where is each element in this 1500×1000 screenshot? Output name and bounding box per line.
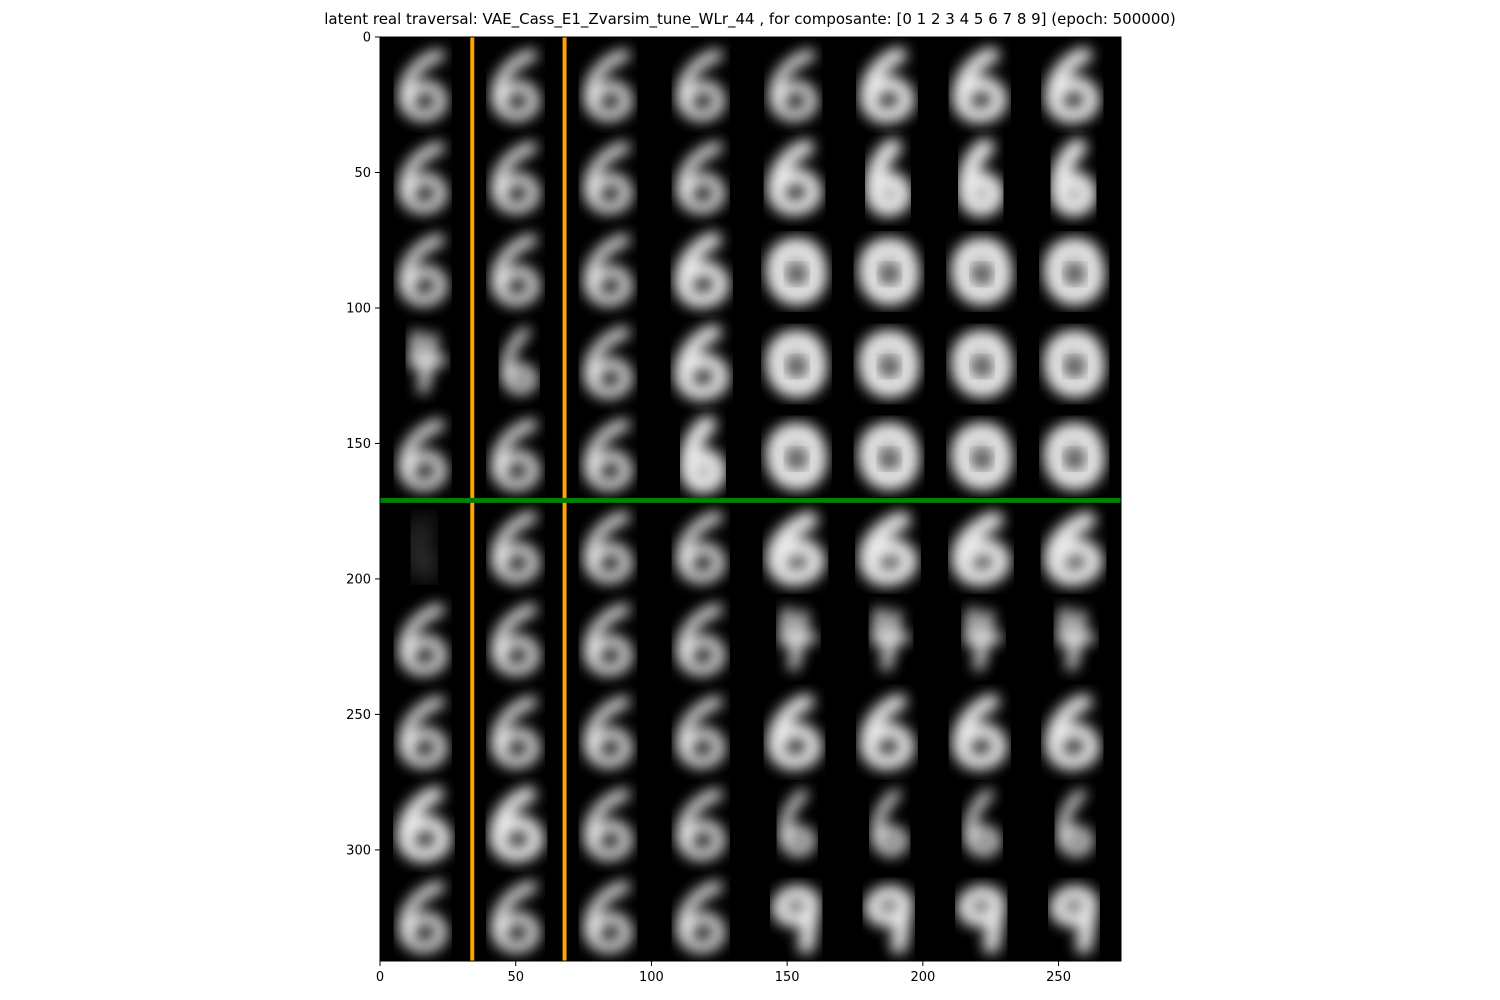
digit-cell [867, 431, 911, 481]
digit-cell [867, 339, 911, 389]
digit-cell [774, 431, 818, 481]
x-tick-label: 0 [376, 970, 384, 985]
digit-cell [774, 246, 818, 296]
digit-cell [868, 520, 909, 577]
digit-cell [960, 246, 1004, 296]
y-axis: 0 50 100 150 200 250 300 [346, 31, 380, 859]
x-tick-label: 100 [639, 970, 664, 985]
y-tick-label: 150 [346, 437, 371, 452]
digit-cell [960, 339, 1004, 389]
x-tick-label: 200 [910, 970, 935, 985]
digit-cell [1052, 431, 1096, 481]
y-tick-label: 0 [363, 31, 371, 46]
digit-cell [1053, 520, 1094, 577]
digit-cell [960, 431, 1004, 481]
x-tick-label: 250 [1046, 970, 1071, 985]
x-axis: 0 50 100 150 200 250 [376, 961, 1071, 985]
digit-cell [1052, 246, 1096, 296]
y-tick-label: 50 [354, 166, 371, 181]
y-tick-label: 100 [346, 301, 371, 316]
digit-cell [1052, 339, 1096, 389]
x-tick-label: 50 [507, 970, 524, 985]
digit-cell [867, 246, 911, 296]
digit-cell [960, 520, 1001, 577]
digit-cell [775, 520, 816, 577]
digit-cell [774, 339, 818, 389]
y-tick-label: 250 [346, 708, 371, 723]
y-tick-label: 200 [346, 572, 371, 587]
y-tick-label: 300 [346, 843, 371, 858]
x-tick-label: 150 [775, 970, 800, 985]
